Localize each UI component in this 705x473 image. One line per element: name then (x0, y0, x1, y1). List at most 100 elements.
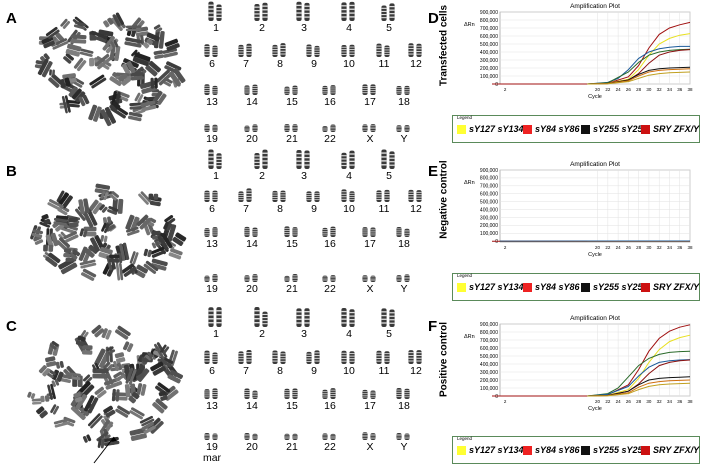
chromosome-shape (115, 262, 124, 281)
x-tick-label: 36 (677, 87, 683, 92)
chromosome-shape (157, 233, 173, 251)
chromosome-label: 2 (259, 22, 265, 34)
chromosome-label: 9 (311, 58, 317, 70)
chromosome-pair (238, 43, 252, 57)
chromosome-label: 16 (324, 238, 336, 250)
chromosome-shape (110, 39, 119, 49)
chromosome-shape (43, 244, 54, 252)
series-line (587, 359, 691, 397)
chromosome-label: 14 (246, 96, 258, 108)
legend-swatch (457, 283, 466, 292)
chromosome-shape (53, 217, 68, 226)
chromosome-shape (45, 26, 60, 39)
chromosome-label: 13 (206, 400, 218, 412)
chromosome-shape (63, 53, 74, 64)
chromosome-shape (41, 214, 51, 225)
chromosome-shape (121, 263, 137, 277)
y-tick-label: 500,000 (480, 354, 498, 360)
chromosome-pair (204, 44, 218, 57)
side-label-d: Transfected cells (438, 4, 450, 87)
chromosome-label: 6 (209, 203, 215, 215)
chromosome-shape (109, 191, 119, 201)
chromosome-shape (91, 324, 105, 338)
legend-swatch (457, 446, 466, 455)
plot-area (499, 11, 691, 85)
y-tick-label: 700,000 (480, 338, 498, 344)
chromosome-shape (37, 58, 53, 78)
y-tick-label: 100,000 (480, 386, 498, 392)
y-tick-label: 0 (495, 239, 498, 245)
metaphase-spread-b (30, 183, 187, 281)
chromosome-shape (142, 38, 153, 49)
chromosome-label: 9 (311, 203, 317, 215)
x-tick-label: 38 (687, 245, 693, 250)
chromosome-shape (89, 74, 107, 89)
x-axis-label: Cycle (588, 252, 602, 258)
x-tick-label: 36 (677, 399, 683, 404)
chromosome-label: 21 (286, 283, 298, 295)
chromosome-shape (88, 199, 103, 215)
y-tick-label: 300,000 (480, 215, 498, 221)
chromosome-shape (141, 422, 156, 435)
chromosome-shape (100, 106, 116, 127)
y-tick-label: 800,000 (480, 176, 498, 182)
side-label-e: Negative control (438, 160, 450, 239)
chromosome-shape (31, 398, 42, 405)
chromosome-pair (244, 432, 258, 440)
chromosome-shape (40, 395, 50, 403)
x-tick-label: 20 (595, 245, 601, 250)
chromosome-shape (75, 335, 86, 347)
chromosome-pair (296, 1, 310, 22)
chromosome-label: 11 (378, 58, 390, 70)
chromosome-label: 15 (286, 96, 298, 108)
y-tick-label: 100,000 (480, 231, 498, 237)
chromosome-pair (254, 2, 268, 22)
chromosome-shape (168, 68, 186, 87)
chromosome-label: 18 (398, 400, 410, 412)
chromosome-shape (126, 226, 140, 236)
chromosome-pair (204, 190, 218, 202)
chromosome-shape (45, 252, 61, 267)
chromosome-pair (322, 85, 336, 95)
chromosome-pair (244, 388, 258, 399)
panel-label-d: D (428, 10, 439, 27)
legend-swatch (581, 125, 590, 134)
chromosome-shape (151, 241, 160, 249)
chromosome-pair (381, 149, 395, 169)
chromosome-pair (284, 226, 298, 237)
chromosome-shape (115, 325, 131, 340)
chromosome-shape (63, 248, 72, 258)
legend-item-label: sY255 sY254 (593, 124, 648, 134)
chromosome-label: 1 (213, 328, 219, 340)
chromosome-shape (129, 407, 145, 420)
marker-chromosome-label: mar (202, 452, 222, 464)
legend-swatch (581, 446, 590, 455)
chromosome-shape (45, 356, 57, 368)
side-label-f: Positive control (438, 322, 450, 398)
chromosome-pair (296, 150, 310, 169)
x-tick-label: 2 (504, 87, 507, 92)
chromosome-label: 8 (277, 203, 283, 215)
chromosome-label: 1 (213, 170, 219, 182)
chromosome-shape (55, 360, 64, 369)
x-tick-label: 2 (504, 399, 507, 404)
y-axis-label: ΔRn (464, 334, 475, 340)
chromosome-pair (341, 150, 355, 169)
chromosome-label: 10 (343, 203, 355, 215)
chromosome-pair (381, 308, 395, 327)
chromosome-label: 2 (259, 328, 265, 340)
chromosome-shape (112, 12, 125, 27)
chromosome-pair (244, 274, 258, 282)
chromosome-shape (160, 344, 170, 355)
chromosome-label: 4 (346, 22, 352, 34)
chromosome-shape (148, 193, 159, 200)
plot-area (499, 323, 691, 397)
legend-swatch (641, 125, 650, 134)
chromosome-label: Y (400, 283, 408, 295)
chromosome-label: 7 (243, 203, 249, 215)
y-tick-label: 200,000 (480, 223, 498, 229)
chromosome-pair (204, 227, 218, 237)
chromosome-shape (128, 391, 140, 404)
chromosome-pair (208, 307, 222, 327)
x-tick-label: 28 (636, 399, 642, 404)
